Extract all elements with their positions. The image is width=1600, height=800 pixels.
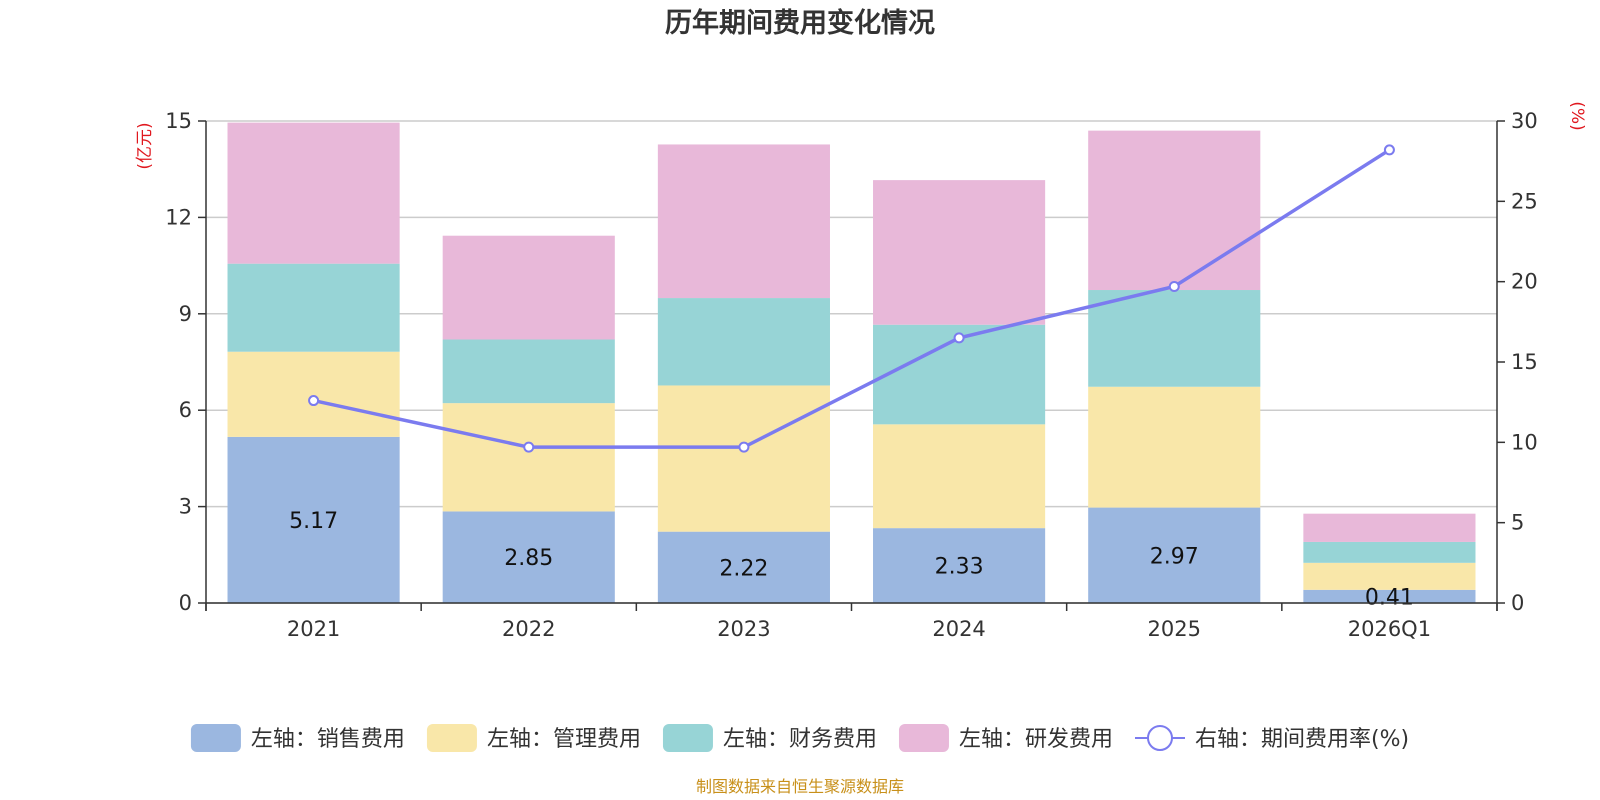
bar-2024-series-1 — [873, 424, 1046, 529]
x-tick-label-2023: 2023 — [717, 617, 770, 641]
bar-label-2024: 2.33 — [935, 555, 984, 580]
line-series — [308, 144, 1395, 453]
left-tick-label-4: 12 — [165, 205, 192, 229]
bar-2021-series-1 — [227, 351, 400, 437]
line-point-2023 — [738, 441, 750, 453]
right-tick-label-4: 20 — [1511, 270, 1538, 294]
bar-2021-series-2 — [227, 263, 400, 352]
x-tick-label-2026Q1: 2026Q1 — [1348, 617, 1431, 641]
chart-title: 历年期间费用变化情况 — [665, 7, 935, 39]
line-point-2022 — [523, 441, 535, 453]
bar-2023-series-0 — [657, 531, 830, 603]
line-point-2026Q1 — [1383, 144, 1395, 156]
legend-item-3[interactable]: 左轴：研发费用 — [898, 724, 1113, 752]
x-tick-label-2021: 2021 — [287, 617, 340, 641]
bar-2023-series-3 — [657, 144, 830, 299]
bar-label-2022: 2.85 — [504, 546, 553, 571]
bar-2022-series-0 — [442, 511, 615, 603]
line-path-0 — [313, 148, 1391, 449]
line-point-2025 — [1168, 280, 1180, 292]
bar-2026Q1-series-3 — [1303, 513, 1476, 542]
left-tick-label-3: 9 — [179, 302, 192, 326]
bar-2024-series-3 — [873, 180, 1046, 325]
legend-item-2[interactable]: 左轴：财务费用 — [662, 724, 877, 752]
bar-2024-series-0 — [873, 528, 1046, 603]
legend-label-2: 左轴：财务费用 — [723, 727, 877, 752]
bar-label-2023: 2.22 — [719, 556, 768, 581]
left-tick-label-5: 15 — [165, 109, 192, 133]
legend-swatch-0 — [190, 724, 241, 752]
bar-2021-series-0 — [227, 436, 400, 603]
legend-swatch-2 — [662, 724, 713, 752]
legend-swatch-3 — [898, 724, 949, 752]
left-tick-label-0: 0 — [179, 591, 192, 615]
legend-item-4[interactable]: 右轴：期间费用率(%) — [1134, 725, 1409, 752]
bar-2025-series-1 — [1088, 386, 1261, 508]
legend-item-0[interactable]: 左轴：销售费用 — [190, 724, 405, 752]
legend-label-4: 右轴：期间费用率(%) — [1195, 727, 1409, 752]
x-tick-label-2022: 2022 — [502, 617, 555, 641]
bar-label-2025: 2.97 — [1150, 544, 1199, 569]
left-axis-unit: (亿元) — [135, 122, 155, 169]
bar-2026Q1-series-2 — [1303, 541, 1476, 563]
legend-marker-4 — [1146, 725, 1173, 751]
legend-label-3: 左轴：研发费用 — [959, 727, 1113, 752]
right-tick-label-2: 10 — [1511, 430, 1538, 454]
bar-2025-series-3 — [1088, 130, 1261, 291]
bar-label-2026Q1: 0.41 — [1365, 585, 1414, 610]
x-tick-label-2025: 2025 — [1148, 617, 1201, 641]
legend-item-1[interactable]: 左轴：管理费用 — [426, 724, 641, 752]
right-axis-unit: (%) — [1567, 101, 1587, 130]
line-point-2024 — [953, 332, 965, 344]
legend-label-1: 左轴：管理费用 — [487, 727, 641, 752]
legend: 左轴：销售费用 左轴：管理费用 左轴：财务费用 左轴：研发费用 右轴：期间费用率(%) — [190, 724, 1409, 752]
bar-label-2021: 5.17 — [289, 509, 338, 534]
line-point-2021 — [308, 395, 320, 407]
legend-label-0: 左轴：销售费用 — [251, 727, 405, 752]
right-tick-label-1: 5 — [1511, 511, 1524, 535]
bar-2026Q1-series-0 — [1303, 589, 1476, 603]
bar-2022-series-2 — [442, 339, 615, 404]
bar-2023-series-2 — [657, 298, 830, 386]
bar-2021-series-3 — [227, 122, 400, 264]
bar-2026Q1-series-1 — [1303, 562, 1476, 590]
bar-2022-series-3 — [442, 235, 615, 340]
right-tick-label-0: 0 — [1511, 591, 1524, 615]
bar-2025-series-0 — [1088, 507, 1261, 603]
right-tick-label-3: 15 — [1511, 350, 1538, 374]
right-tick-label-6: 30 — [1511, 109, 1538, 133]
bar-labels: 5.17 2.85 2.22 2.33 2.97 0.41 — [289, 509, 1414, 610]
bars — [227, 122, 1476, 603]
x-tick-label-2024: 2024 — [932, 617, 985, 641]
left-tick-label-1: 3 — [179, 495, 192, 519]
bar-2023-series-1 — [657, 385, 830, 532]
bar-2022-series-1 — [442, 403, 615, 512]
source-note: 制图数据来自恒生聚源数据库 — [696, 777, 904, 796]
bar-2025-series-2 — [1088, 290, 1261, 387]
legend-swatch-1 — [426, 724, 477, 752]
left-tick-label-2: 6 — [179, 398, 192, 422]
right-tick-label-5: 25 — [1511, 189, 1538, 213]
